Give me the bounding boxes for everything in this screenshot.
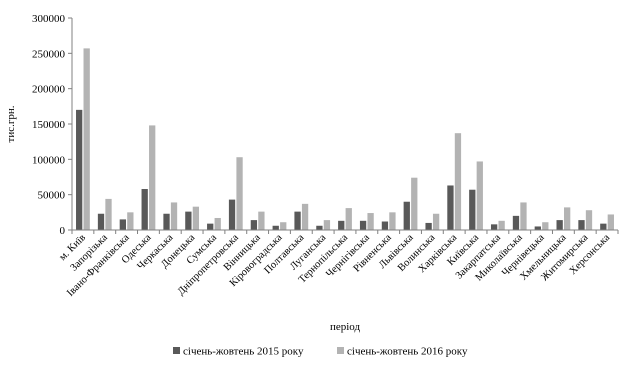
y-tick-label: 100000 [32, 154, 66, 166]
x-axis-title: період [330, 321, 361, 333]
bar-2015-23 [578, 220, 585, 230]
bar-2015-4 [163, 213, 170, 230]
bar-2016-6 [214, 217, 221, 230]
bar-2015-22 [556, 220, 563, 230]
bar-2016-11 [323, 220, 331, 230]
y-axis-title: тис.грн. [5, 105, 17, 142]
y-tick-label: 200000 [32, 84, 66, 96]
bar-2016-18 [476, 161, 483, 230]
bar-2016-17 [454, 133, 462, 230]
bar-2016-22 [564, 207, 571, 230]
bar-2015-13 [359, 220, 367, 230]
bar-2015-14 [381, 221, 389, 230]
bar-2016-2 [127, 212, 134, 230]
bar-2016-14 [389, 212, 396, 230]
legend-label-2015: січень-жовтень 2015 року [183, 346, 304, 358]
bar-2016-21 [542, 222, 549, 230]
bar-2016-3 [149, 125, 156, 230]
bar-2016-13 [367, 213, 374, 230]
bar-2015-18 [469, 189, 476, 230]
axes [71, 18, 619, 234]
bar-2015-3 [141, 189, 148, 230]
bar-2016-0 [83, 48, 90, 231]
bar-2015-19 [490, 224, 498, 230]
bar-2016-7 [236, 157, 243, 230]
bar-2016-16 [432, 213, 440, 230]
y-tick-label: 150000 [32, 119, 66, 131]
bar-2016-4 [170, 202, 178, 230]
legend-label-2016: січень-жовтень 2016 року [347, 346, 468, 358]
y-axis-ticks: 0 50000 100000 150000 200000 250000 300000 [32, 13, 72, 237]
bar-2015-15 [403, 201, 410, 230]
legend: січень-жовтень 2015 року січень-жовтень 2… [173, 346, 468, 358]
bar-2015-20 [512, 215, 520, 230]
bar-2016-1 [105, 198, 112, 230]
y-tick-label: 250000 [32, 48, 66, 60]
bar-2016-10 [301, 203, 309, 230]
bar-2016-8 [258, 211, 265, 230]
bar-2015-17 [447, 185, 454, 230]
bar-2015-12 [338, 220, 345, 230]
legend-swatch-2015 [173, 347, 180, 354]
bar-2015-9 [272, 225, 279, 230]
bar-2016-15 [411, 177, 418, 230]
bar-2016-9 [280, 222, 287, 230]
bar-2016-23 [585, 210, 593, 230]
x-axis-labels: м. КиївЗапорізькаІвано-ФранківськаОдеськ… [57, 232, 612, 299]
bars [76, 48, 614, 231]
bar-2015-24 [600, 223, 607, 230]
bar-2015-7 [228, 199, 236, 230]
y-tick-label: 50000 [38, 190, 66, 202]
bar-2016-24 [607, 214, 614, 230]
bar-2015-5 [185, 211, 192, 230]
bar-2016-5 [192, 206, 200, 230]
bar-2015-10 [294, 211, 301, 230]
bar-2015-16 [425, 222, 432, 230]
bar-2016-19 [498, 220, 505, 230]
bar-2016-20 [520, 202, 527, 230]
bar-2015-0 [76, 109, 83, 230]
y-tick-label: 0 [60, 225, 66, 237]
bar-2015-21 [534, 226, 541, 230]
legend-swatch-2016 [337, 347, 344, 354]
y-tick-label: 300000 [32, 13, 66, 25]
bar-2015-8 [250, 220, 258, 230]
bar-2015-2 [119, 219, 126, 230]
bar-2015-1 [97, 213, 105, 230]
bar-2016-12 [345, 208, 352, 230]
bar-2015-11 [316, 225, 323, 230]
bar-2015-6 [207, 223, 214, 230]
